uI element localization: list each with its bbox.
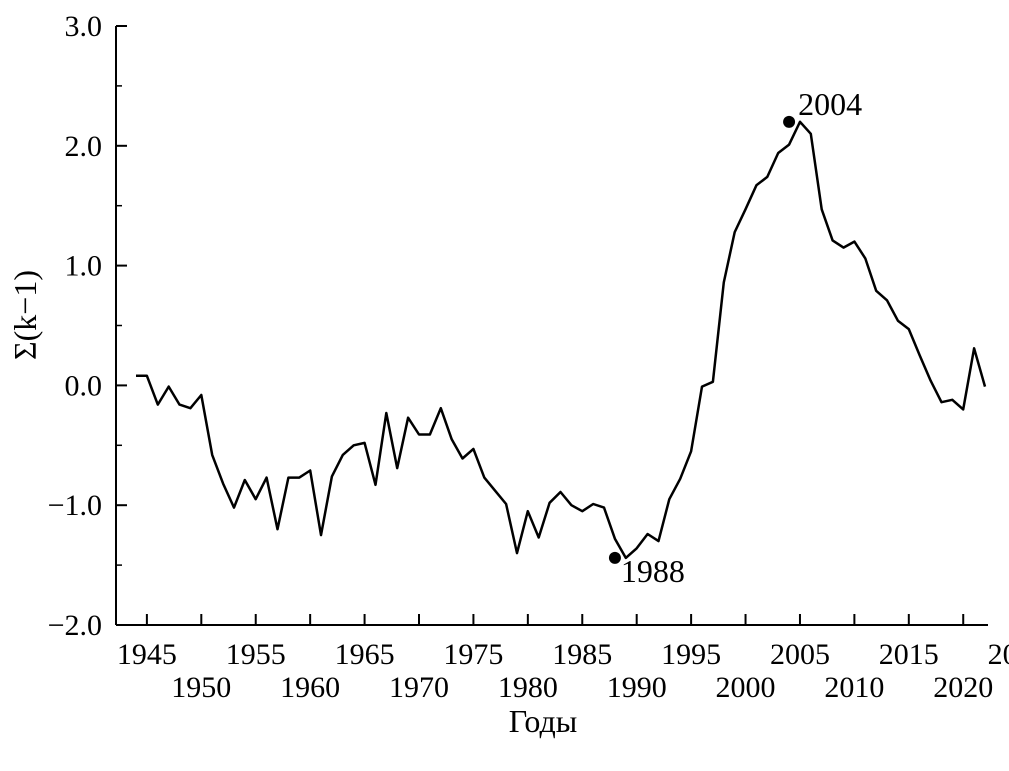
y-tick-label: −2.0 <box>48 609 102 642</box>
x-tick-label: 2015 <box>879 638 939 671</box>
x-tick-label: 2005 <box>770 638 830 671</box>
y-tick-label: −1.0 <box>48 489 102 522</box>
x-tick-label: 1945 <box>117 638 177 671</box>
x-tick-label: 1960 <box>280 671 340 704</box>
y-tick-label: 0.0 <box>65 369 103 402</box>
x-tick-label: 1990 <box>607 671 667 704</box>
x-tick-label: 1955 <box>226 638 286 671</box>
y-tick-label: 2.0 <box>65 130 103 163</box>
x-tick-label: 2020 <box>933 671 993 704</box>
y-tick-label: 3.0 <box>65 10 103 43</box>
annotations: 1988 2004 <box>608 86 862 589</box>
x-tick-label: 1965 <box>335 638 395 671</box>
annotation-point <box>783 115 796 128</box>
y-ticks: 3.0 2.0 1.0 0.0 −1.0 −2.0 <box>48 10 127 642</box>
y-axis-title: Σ(k−1) <box>7 270 43 360</box>
x-tick-label: 2000 <box>716 671 776 704</box>
annotation-point <box>608 551 621 564</box>
x-ticks: 1945 1955 1965 1975 1985 1995 2005 2015 2025 1950… <box>117 614 1009 704</box>
x-tick-label: 1950 <box>171 671 231 704</box>
series-line <box>136 120 987 560</box>
x-tick-label: 1970 <box>389 671 449 704</box>
x-tick-label: 2025 <box>988 638 1009 671</box>
x-axis-title: Годы <box>509 703 578 739</box>
x-tick-label: 1975 <box>443 638 503 671</box>
annotation-label: 1988 <box>621 553 685 589</box>
x-tick-label: 1985 <box>552 638 612 671</box>
annotation-label: 2004 <box>798 86 862 122</box>
y-tick-label: 1.0 <box>65 250 103 283</box>
x-tick-label: 1995 <box>661 638 721 671</box>
x-tick-label: 2010 <box>824 671 884 704</box>
x-tick-label: 1980 <box>498 671 558 704</box>
